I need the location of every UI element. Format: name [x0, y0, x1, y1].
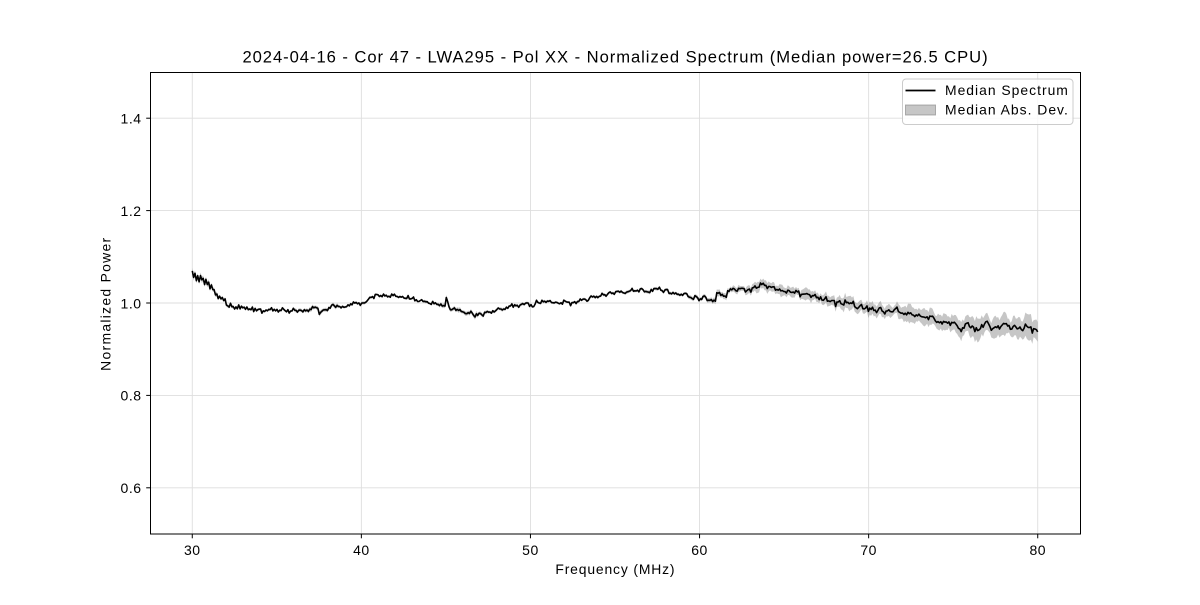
svg-text:0.6: 0.6	[121, 480, 142, 496]
svg-text:50: 50	[522, 542, 539, 558]
svg-text:0.8: 0.8	[121, 388, 142, 404]
svg-text:Normalized Power: Normalized Power	[98, 237, 114, 371]
svg-text:2024-04-16 - Cor 47 - LWA295 -: 2024-04-16 - Cor 47 - LWA295 - Pol XX - …	[242, 48, 988, 67]
svg-text:60: 60	[691, 542, 708, 558]
svg-text:40: 40	[353, 542, 370, 558]
svg-text:1.4: 1.4	[121, 111, 142, 127]
svg-text:80: 80	[1029, 542, 1046, 558]
svg-text:Median Abs. Dev.: Median Abs. Dev.	[945, 102, 1069, 118]
svg-text:70: 70	[860, 542, 877, 558]
svg-text:1.2: 1.2	[121, 203, 142, 219]
svg-text:1.0: 1.0	[121, 295, 142, 311]
svg-text:Median Spectrum: Median Spectrum	[945, 82, 1069, 98]
svg-text:Frequency (MHz): Frequency (MHz)	[555, 561, 675, 577]
svg-text:30: 30	[184, 542, 201, 558]
